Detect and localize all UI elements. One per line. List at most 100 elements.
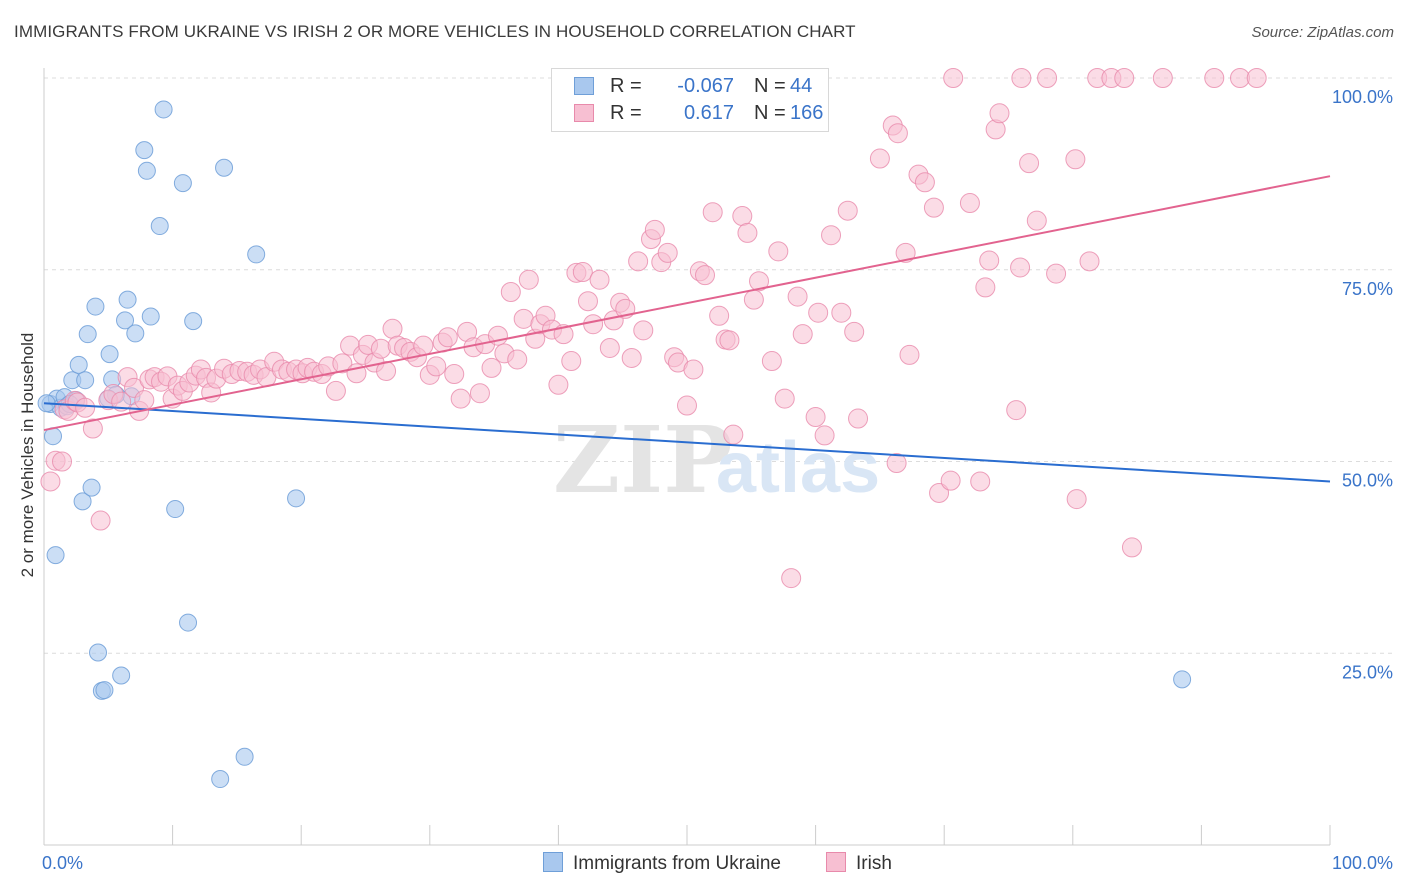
irish-point (737, 222, 758, 243)
irish-point (808, 302, 829, 323)
irish-point (959, 193, 980, 214)
irish-point (1066, 489, 1087, 510)
ukraine-point (82, 478, 101, 497)
ukraine-trend-line (43, 402, 1331, 483)
ukraine-point (287, 489, 306, 508)
watermark-atlas: atlas (716, 428, 880, 508)
x-tick-label-right: 100.0% (1332, 853, 1393, 873)
ukraine-point (78, 325, 97, 344)
irish-point (413, 335, 434, 356)
ukraine-point (215, 158, 234, 177)
irish-point (561, 351, 582, 372)
irish-point (657, 242, 678, 263)
irish-point (848, 408, 869, 429)
ukraine-point (89, 643, 108, 662)
legend-r-value: -0.067 (677, 75, 734, 97)
irish-point (805, 407, 826, 428)
irish-point (887, 123, 908, 144)
irish-point (943, 68, 964, 88)
irish-point (52, 451, 73, 472)
irish-point (513, 308, 534, 329)
ukraine-point (184, 312, 203, 331)
irish-point (1026, 210, 1047, 231)
irish-point (743, 289, 764, 310)
legend-swatch-irish (574, 104, 594, 122)
irish-point (1006, 400, 1027, 421)
bottom-legend-swatch-ukraine (543, 852, 563, 872)
irish-point (583, 314, 604, 335)
ukraine-point (141, 307, 160, 326)
irish-point (450, 388, 471, 409)
irish-point (732, 206, 753, 227)
legend-r-value: 0.617 (683, 102, 734, 124)
ukraine-point (46, 546, 65, 565)
ukraine-point (116, 311, 135, 330)
ukraine-point (73, 492, 92, 511)
irish-point (895, 242, 916, 263)
irish-point (1065, 149, 1086, 170)
irish-point (1046, 263, 1067, 284)
irish-point (1229, 68, 1250, 88)
irish-point (370, 338, 391, 359)
irish-point (589, 269, 610, 290)
y-tick-label: 25.0% (1342, 662, 1393, 682)
irish-point (134, 390, 155, 411)
irish-point (40, 471, 61, 492)
irish-point (914, 172, 935, 193)
irish-point (325, 380, 346, 401)
ukraine-point (137, 161, 156, 180)
irish-point (970, 471, 991, 492)
irish-point (923, 197, 944, 218)
axes (43, 68, 1331, 846)
y-tick-label: 75.0% (1342, 279, 1393, 299)
irish-point (1114, 68, 1135, 88)
irish-point (577, 291, 598, 312)
irish-point (792, 324, 813, 345)
irish-point (469, 383, 490, 404)
ukraine-point (76, 371, 95, 390)
irish-point (869, 148, 890, 169)
irish-point (444, 364, 465, 385)
chart-title: IMMIGRANTS FROM UKRAINE VS IRISH 2 OR MO… (14, 22, 856, 41)
ukraine-point (247, 245, 266, 264)
legend-n-label: N = (754, 75, 786, 97)
irish-point (75, 397, 96, 418)
irish-point (1037, 68, 1058, 88)
irish-point (500, 281, 521, 302)
irish-point (628, 251, 649, 272)
ukraine-point (154, 100, 173, 119)
legend-r-label: R = (610, 102, 642, 124)
legend-n-value: 44 (790, 75, 813, 97)
irish-point (1019, 153, 1040, 174)
irish-point (768, 241, 789, 262)
irish-point (426, 356, 447, 377)
ukraine-point (150, 217, 169, 236)
watermark-zip: ZIP (553, 406, 732, 514)
ukraine-point (179, 613, 198, 632)
irish-point (376, 360, 397, 381)
irish-point (572, 262, 593, 283)
irish-point (1246, 68, 1267, 88)
irish-point (719, 330, 740, 351)
irish-point (899, 344, 920, 365)
irish-point (518, 269, 539, 290)
irish-point (723, 424, 744, 445)
ukraine-point (112, 666, 131, 685)
y-tick-label: 50.0% (1342, 471, 1393, 491)
irish-point (761, 351, 782, 372)
irish-point (837, 200, 858, 221)
irish-point (677, 395, 697, 416)
irish-point (844, 321, 865, 342)
ukraine-point (118, 290, 137, 309)
irish-point (989, 103, 1010, 124)
ukraine-point (135, 141, 154, 160)
irish-point (382, 318, 403, 339)
ukraine-point (235, 747, 254, 766)
irish-point (886, 453, 907, 474)
grid-lines (44, 77, 1392, 654)
irish-point (90, 510, 111, 531)
source-credit: Source: ZipAtlas.com (1251, 24, 1394, 41)
ukraine-point (126, 324, 145, 343)
